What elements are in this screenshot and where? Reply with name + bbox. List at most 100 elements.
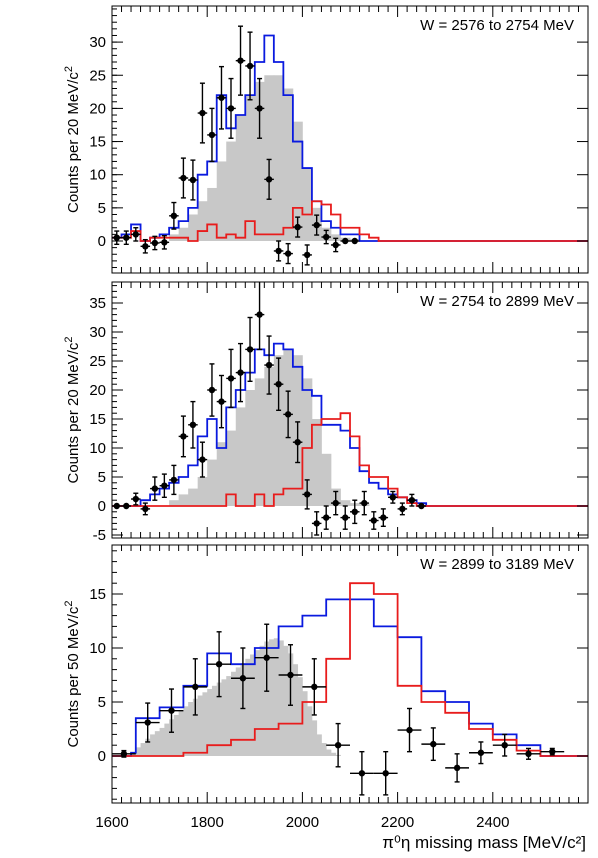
fill-bar xyxy=(283,88,294,241)
fill-bar xyxy=(250,654,256,756)
data-point xyxy=(469,741,493,765)
fill-bar xyxy=(197,477,208,506)
fill-bar xyxy=(316,734,322,756)
red-step-line xyxy=(112,412,588,507)
data-point xyxy=(131,227,141,242)
fill-bar xyxy=(297,677,303,756)
data-point xyxy=(516,747,541,760)
data-point xyxy=(388,490,398,504)
data-point xyxy=(207,107,217,163)
panel-annotation: W = 2899 to 3189 MeV xyxy=(420,556,574,573)
fill-bar xyxy=(283,645,289,756)
data-point xyxy=(264,158,274,200)
y-axis-label: Counts per 50 MeV/c2 xyxy=(63,600,82,747)
y-tick-label: 15 xyxy=(89,134,106,151)
data-point xyxy=(178,157,189,199)
y-tick-label: -5 xyxy=(93,527,106,544)
data-point xyxy=(330,237,341,253)
data-point xyxy=(197,441,208,478)
data-point xyxy=(311,214,322,236)
data-point xyxy=(278,644,303,706)
y-tick-label: 10 xyxy=(89,440,106,457)
fill-bar xyxy=(135,747,141,756)
fill-bar xyxy=(264,641,270,756)
red-step-line xyxy=(112,200,588,242)
data-point xyxy=(311,511,322,536)
fill-bar xyxy=(178,227,189,241)
fill-bar xyxy=(207,689,213,756)
data-point xyxy=(359,490,370,516)
panel-annotation: W = 2576 to 2754 MeV xyxy=(420,17,574,34)
fill-bar xyxy=(321,453,332,506)
data-point xyxy=(207,363,217,417)
fill-bar xyxy=(292,121,303,241)
fill-bar xyxy=(216,682,222,756)
fill-bar xyxy=(192,698,199,756)
y-tick-label: 5 xyxy=(98,200,106,217)
data-point xyxy=(321,505,331,530)
fill-bar xyxy=(302,378,313,506)
data-point xyxy=(254,623,279,692)
red-step-line xyxy=(112,582,588,757)
data-point xyxy=(140,502,151,516)
y-tick-label: 10 xyxy=(89,640,106,657)
data-point xyxy=(445,753,469,783)
y-tick-label: 5 xyxy=(98,694,106,711)
data-point xyxy=(350,750,374,796)
fill-bar xyxy=(311,419,322,506)
fill-bar xyxy=(245,95,256,241)
data-point xyxy=(135,702,160,743)
data-point xyxy=(273,357,284,411)
data-point xyxy=(283,242,293,265)
data-point xyxy=(150,476,160,501)
fill-bar xyxy=(321,743,327,756)
fill-bar xyxy=(188,702,194,756)
x-tick-label: 2400 xyxy=(476,814,509,831)
data-point xyxy=(169,201,179,230)
data-point xyxy=(321,229,331,245)
data-point xyxy=(326,722,350,768)
x-tick-label: 1600 xyxy=(95,814,128,831)
y-tick-label: 20 xyxy=(89,100,106,117)
fill-bar xyxy=(202,692,208,756)
data-point xyxy=(421,727,446,762)
fill-bar xyxy=(254,650,260,756)
x-tick-label: 2000 xyxy=(286,814,319,831)
fill-bar xyxy=(226,676,232,756)
fill-bar xyxy=(231,671,237,756)
y-tick-label: 0 xyxy=(98,498,106,515)
data-point xyxy=(245,316,255,382)
fill-bar xyxy=(235,407,246,506)
fill-bar xyxy=(326,749,332,756)
fill-bar xyxy=(216,442,227,506)
fill-bar xyxy=(245,658,251,756)
data-point xyxy=(254,282,265,351)
plot-area xyxy=(112,25,588,266)
data-point xyxy=(226,77,236,139)
data-point xyxy=(216,65,227,130)
data-point xyxy=(197,82,208,144)
y-tick-label: 25 xyxy=(89,353,106,370)
data-point xyxy=(407,493,417,507)
data-point xyxy=(231,647,255,710)
data-point xyxy=(397,707,422,753)
data-point xyxy=(183,658,208,716)
data-point xyxy=(140,238,151,254)
fill-bar xyxy=(292,664,299,756)
data-point xyxy=(273,240,284,262)
fill-bar xyxy=(264,75,275,241)
fill-bar xyxy=(159,727,165,756)
y-axis-label: Counts per 20 MeV/c2 xyxy=(63,66,82,213)
data-point xyxy=(416,502,427,510)
fill-bar xyxy=(178,494,189,506)
fill-bar xyxy=(164,723,170,756)
data-point xyxy=(378,508,389,527)
fill-bar xyxy=(240,663,246,756)
data-point xyxy=(350,499,360,525)
data-point xyxy=(340,505,350,530)
data-point xyxy=(121,230,132,246)
panel-bottom: 0 5 10 15 W = 2899 to 3189 MeV Counts per 50 … xyxy=(63,544,589,852)
x-tick-label: 2200 xyxy=(381,814,414,831)
y-axis-label: Counts per 20 MeV/c2 xyxy=(63,336,82,483)
plot-area xyxy=(112,282,588,536)
